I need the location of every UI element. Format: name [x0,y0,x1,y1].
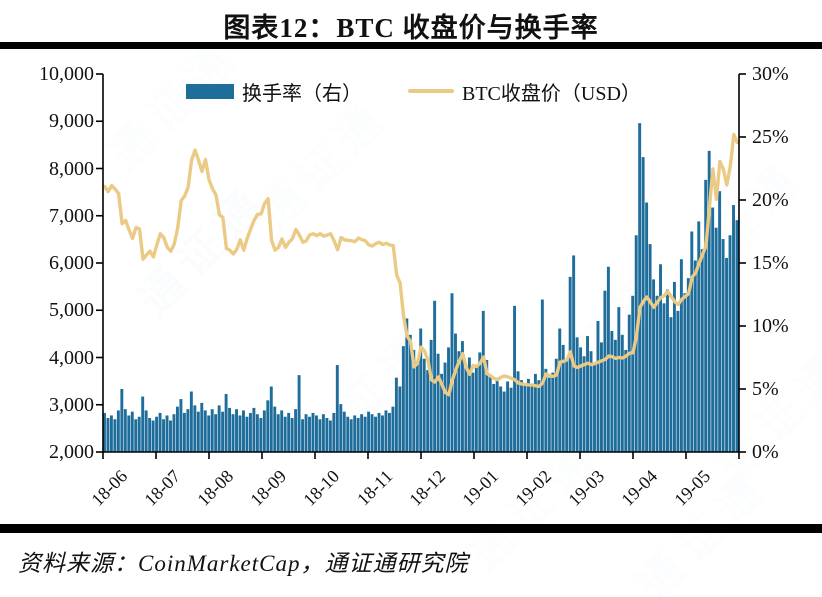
y-axis-right-tick-label: 5% [752,378,779,400]
y-axis-left-tick-label: 9,000 [49,110,94,133]
legend-label-turnover: 换手率（右） [242,82,362,105]
y-axis-right-tick-label: 0% [752,441,779,463]
y-axis-left-tick-label: 5,000 [49,299,94,322]
figure-title: 图表12：BTC 收盘价与换手率 [223,13,599,43]
btc-price-line [102,132,739,397]
source-note: 资料来源：CoinMarketCap，通证通研究院 [18,551,469,576]
price-line-swatch-icon [408,89,454,93]
axes [96,73,746,459]
y-axis-left-tick-label: 10,000 [39,63,94,85]
legend-item-turnover: 换手率（右） [186,78,362,105]
y-axis-left-tick-label: 6,000 [49,252,94,274]
y-axis-left-tick-label: 7,000 [49,204,94,227]
y-axis-right-tick-label: 30% [752,63,789,85]
chart-legend: 换手率（右） BTC收盘价（USD） [0,78,822,105]
title-divider-rule [0,42,822,49]
legend-label-price: BTC收盘价（USD） [462,82,641,105]
legend-item-price: BTC收盘价（USD） [408,78,641,105]
turnover-bar-swatch-icon [186,83,234,99]
y-axis-left-tick-label: 4,000 [49,346,94,369]
y-axis-left-tick-label: 2,000 [49,441,94,463]
y-axis-right-tick-label: 10% [752,315,789,337]
y-axis-left-tick-label: 8,000 [49,157,94,180]
y-axis-right-tick-label: 25% [752,126,789,148]
y-axis-right-tick-label: 20% [752,189,789,211]
y-axis-right-tick-label: 15% [752,252,789,274]
turnover-bars [103,123,739,453]
y-axis-left-tick-label: 3,000 [49,393,94,416]
footer-divider-rule [0,524,822,533]
